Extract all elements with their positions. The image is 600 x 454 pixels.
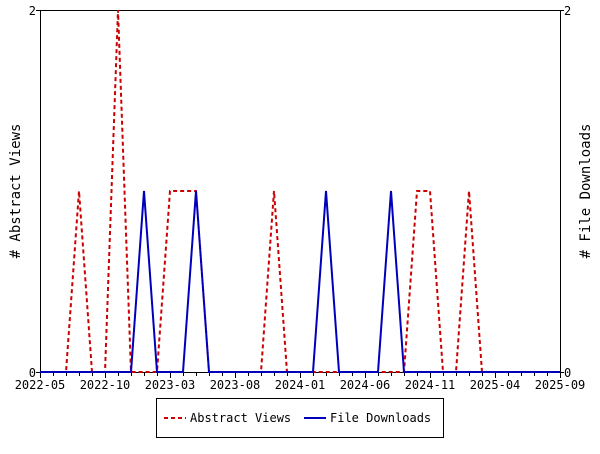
x-tick-label: 2023-08: [210, 378, 261, 392]
x-tick-label: 2022-05: [15, 378, 66, 392]
series-line-abstract-views: [40, 9, 560, 373]
x-tick-label: 2025-09: [535, 378, 586, 392]
x-tick-label: 2024-11: [405, 378, 456, 392]
y-tick-label-right: 0: [564, 366, 571, 380]
y-tick-label-left: 2: [29, 4, 36, 18]
x-tick-label: 2025-04: [470, 378, 521, 392]
series-line-file-downloads: [40, 190, 560, 373]
legend-label-file-downloads: File Downloads: [330, 411, 431, 425]
x-tick-label: 2024-01: [275, 378, 326, 392]
legend-label-abstract-views: Abstract Views: [190, 411, 291, 425]
legend-box: [156, 398, 444, 438]
plot-frame: [40, 10, 561, 373]
y-axis-label-right: # File Downloads: [578, 124, 594, 259]
y-tick-label-right: 2: [564, 4, 571, 18]
legend: Abstract Views File Downloads: [156, 398, 444, 438]
x-tick-label: 2023-03: [145, 378, 196, 392]
plot-area: 2022-05 2022-10 2023-03 2023-08 2024-01 2024-…: [15, 4, 586, 392]
x-tick-label: 2024-06: [340, 378, 391, 392]
y-axis-label-left: # Abstract Views: [8, 124, 24, 259]
x-tick-label: 2022-10: [80, 378, 131, 392]
y-tick-label-left: 0: [29, 366, 36, 380]
